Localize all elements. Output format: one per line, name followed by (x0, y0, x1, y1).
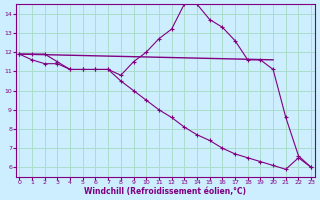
X-axis label: Windchill (Refroidissement éolien,°C): Windchill (Refroidissement éolien,°C) (84, 187, 246, 196)
